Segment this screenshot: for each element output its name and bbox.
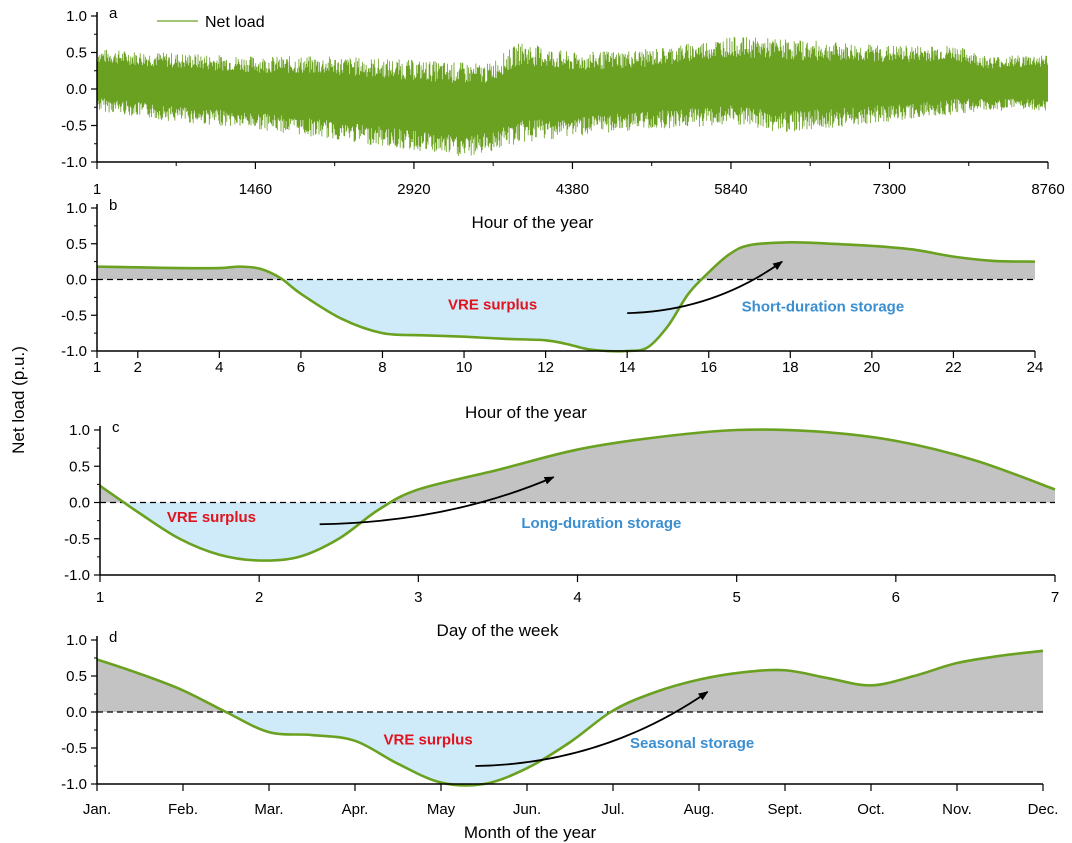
panel-label-d: d [109, 629, 117, 646]
x-tick-label: 18 [782, 359, 799, 376]
x-tick-label: Nov. [942, 801, 972, 818]
x-tick-label: 5 [732, 589, 740, 606]
legend-label: Net load [205, 14, 265, 31]
x-tick-label: 16 [700, 359, 717, 376]
x-tick-label: 3 [414, 589, 422, 606]
x-tick-label: 5840 [714, 181, 747, 198]
x-tick-label: 1 [93, 181, 101, 198]
panel-d: 1.0 0.5 0.0 -0.5 -1.0 Jan. Feb. Mar. Apr. May Jun.… [61, 629, 1058, 842]
x-tick-label: 14 [619, 359, 636, 376]
x-tick-label: 6 [297, 359, 305, 376]
storage-label: Seasonal storage [630, 735, 754, 752]
y-axis-label: Net load (p.u.) [9, 346, 28, 454]
x-tick-label: 6 [892, 589, 900, 606]
x-tick-label: Jun. [513, 801, 541, 818]
x-tick-label: Jul. [601, 801, 624, 818]
x-axis-label-c: Day of the week [437, 621, 559, 640]
x-tick-label: May [427, 801, 456, 818]
panel-label-c: c [112, 419, 120, 436]
storage-label: Short-duration storage [742, 299, 905, 316]
storage-arrow [319, 476, 555, 526]
x-tick-label: 1 [96, 589, 104, 606]
storage-area-d [97, 650, 1043, 712]
y-tick-label: -1.0 [61, 776, 87, 793]
surplus-area-c [100, 502, 1055, 561]
x-tick-label: 10 [456, 359, 473, 376]
y-tick-label: 1.0 [69, 422, 90, 439]
x-tick-label: 24 [1027, 359, 1044, 376]
x-tick-label: 7300 [873, 181, 906, 198]
x-tick-label: Jan. [83, 801, 111, 818]
x-tick-label: 7 [1051, 589, 1059, 606]
x-tick-label: 22 [945, 359, 962, 376]
x-tick-label: Aug. [684, 801, 715, 818]
y-tick-label: -1.0 [64, 567, 90, 584]
surplus-area-d [97, 712, 1043, 786]
y-tick-label: 0.5 [66, 668, 87, 685]
x-tick-label: Apr. [342, 801, 369, 818]
storage-arrow [627, 260, 783, 315]
vre-surplus-label: VRE surplus [448, 297, 537, 314]
x-tick-label: 20 [864, 359, 881, 376]
x-axis-label-a: Hour of the year [472, 213, 594, 232]
y-tick-label: 1.0 [66, 632, 87, 649]
y-tick-label: 0.0 [66, 81, 87, 98]
storage-label: Long-duration storage [521, 515, 681, 532]
x-tick-label: Sept. [767, 801, 802, 818]
y-tick-label: -0.5 [61, 307, 87, 324]
storage-area-c [100, 429, 1055, 503]
y-tick-label: 0.5 [66, 45, 87, 62]
vre-surplus-label: VRE surplus [167, 509, 256, 526]
x-tick-label: 2 [134, 359, 142, 376]
net-load-curve-b [96, 240, 1036, 353]
y-tick-label: -0.5 [64, 531, 90, 548]
legend: Net load [157, 14, 265, 31]
panel-c: 1.0 0.5 0.0 -0.5 -1.0 1 2 3 4 5 6 7 Day of the week c… [64, 419, 1059, 640]
x-tick-label: Feb. [168, 801, 198, 818]
y-tick-label: 1.0 [66, 8, 87, 25]
y-tick-label: 0.5 [66, 236, 87, 253]
y-tick-label: 0.0 [66, 272, 87, 289]
panel-label-a: a [109, 5, 118, 22]
x-tick-label: 8760 [1031, 181, 1064, 198]
y-tick-label: -0.5 [61, 118, 87, 135]
x-axis-label-d: Month of the year [464, 823, 597, 842]
x-tick-label: 2920 [397, 181, 430, 198]
net-load-curve-d [96, 649, 1044, 787]
storage-area-b [97, 242, 1035, 280]
vre-surplus-label: VRE surplus [384, 731, 473, 748]
x-tick-label: 4 [215, 359, 223, 376]
x-tick-label: Mar. [254, 801, 283, 818]
x-tick-label: Dec. [1028, 801, 1059, 818]
y-tick-label: -0.5 [61, 740, 87, 757]
panel-b: 1.00.50.0-0.5-1.01 2 4 6 8 10 12 14 16 18 20 22 24Ho… [61, 197, 1043, 422]
x-tick-label: Oct. [857, 801, 885, 818]
x-tick-label: 4 [573, 589, 581, 606]
x-tick-label: 12 [537, 359, 554, 376]
net-load-curve-c [99, 428, 1056, 562]
panel-a: Net load 1.0 0.5 0.0 -0.5 -1.0 1 1460 2920 4380 58… [61, 5, 1065, 232]
panel-label-b: b [109, 197, 117, 214]
net-load-series [97, 36, 1048, 157]
y-tick-label: -1.0 [61, 343, 87, 360]
y-tick-label: 0.0 [69, 495, 90, 512]
y-tick-label: 0.0 [66, 704, 87, 721]
y-tick-label: 1.0 [66, 200, 87, 217]
x-tick-label: 4380 [556, 181, 589, 198]
x-tick-label: 2 [255, 589, 263, 606]
x-tick-label: 8 [378, 359, 386, 376]
x-tick-label: 1 [93, 359, 101, 376]
surplus-area-b [97, 279, 1035, 352]
y-tick-label: 0.5 [69, 458, 90, 475]
storage-arrow [475, 691, 709, 767]
x-tick-label: 1460 [239, 181, 272, 198]
x-axis-label-b: Hour of the year [465, 403, 587, 422]
y-tick-label: -1.0 [61, 154, 87, 171]
